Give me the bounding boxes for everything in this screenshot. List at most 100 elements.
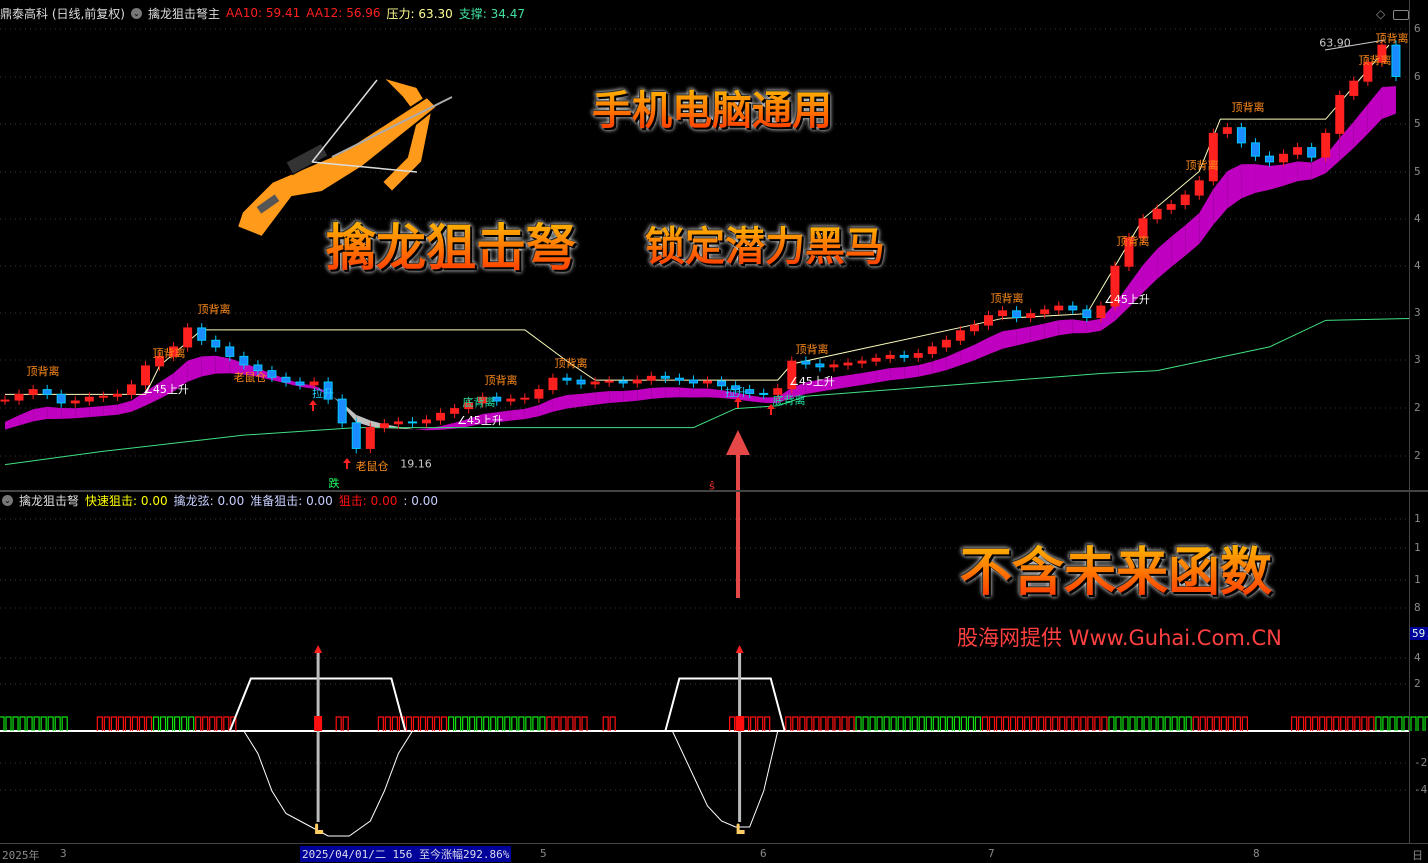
ma-ribbon — [1086, 318, 1101, 334]
signal-pulse — [757, 716, 771, 731]
candle-body — [337, 398, 347, 424]
price-tick: 4 — [1414, 259, 1421, 272]
signal-pulse — [1164, 716, 1178, 731]
time-axis: 2025年 3 2025/04/01/二 156 至今涨幅292.86% 5 6… — [0, 843, 1428, 863]
candle-body — [534, 389, 544, 399]
ma-ribbon — [1311, 155, 1326, 180]
top-divergence-label: 顶背离 — [197, 303, 231, 316]
ma-ribbon — [5, 415, 20, 430]
signal-pulse — [1136, 716, 1150, 731]
candle-body — [1363, 61, 1373, 82]
ma-ribbon — [482, 412, 497, 424]
ma-ribbon — [412, 428, 427, 431]
ma-ribbon — [1058, 319, 1073, 336]
indicator-name[interactable]: 擒龙狙击弩主 — [148, 6, 221, 21]
candle-body — [464, 402, 474, 410]
ma-ribbon — [1016, 326, 1031, 346]
hand-cursor-icon — [736, 823, 745, 834]
signal-pulse — [1417, 716, 1428, 731]
signal-pulse — [12, 716, 26, 731]
crossbow-logo — [235, 74, 453, 239]
signal-pulse — [602, 716, 616, 731]
price-tick: 5 — [1414, 165, 1421, 178]
candle-body — [646, 375, 656, 381]
bottom-divergence-label: 底背离 — [772, 394, 806, 407]
top-divergence-label: 顶背离 — [1358, 54, 1392, 67]
ma-ribbon — [1129, 264, 1144, 308]
candle-body — [1012, 310, 1022, 318]
candle-body — [1152, 208, 1162, 220]
signal-pulse — [799, 716, 813, 731]
ma-ribbon — [468, 414, 483, 427]
ma-ribbon — [1143, 248, 1158, 293]
up-arrow-icon — [343, 458, 351, 469]
candle-body — [998, 310, 1008, 317]
ma-ribbon — [1269, 164, 1284, 190]
indicator-chart[interactable] — [0, 0, 1428, 843]
candle-body — [703, 380, 712, 384]
candle-body — [520, 397, 530, 400]
sub-indicator-name[interactable]: 擒龙狙击弩 — [19, 494, 80, 508]
signal-pulse — [1305, 716, 1319, 731]
candle-body — [745, 389, 755, 394]
candle-body — [0, 399, 10, 402]
signal-pulse — [855, 716, 869, 731]
indicator-tick: 1 — [1414, 512, 1421, 525]
ma-ribbon — [581, 392, 596, 407]
panel-toggle-icon[interactable] — [1393, 9, 1410, 20]
signal-pulse — [1333, 716, 1347, 731]
signal-pulse — [1066, 716, 1080, 731]
dropdown-icon[interactable]: ⌄ — [2, 495, 13, 506]
period-button[interactable]: 日 — [1412, 849, 1423, 862]
ma-ribbon — [1381, 86, 1396, 120]
candle-body — [913, 353, 923, 358]
pull-up-label: 拉升 — [725, 386, 747, 399]
signal-pulse — [40, 716, 54, 731]
signal-pulse — [181, 716, 195, 731]
cursor-info: 2025/04/01/二 156 至今涨幅292.86% — [300, 846, 512, 862]
candle-body — [126, 384, 136, 395]
signal-pulse — [939, 716, 953, 731]
candle-body — [506, 398, 516, 402]
candle-body — [141, 365, 150, 386]
ma-ribbon — [567, 393, 582, 409]
signal-arrow-icon — [735, 645, 744, 653]
ma-ribbon — [876, 368, 891, 383]
fast-label: 快速狙击: — [85, 494, 138, 508]
candle-body — [393, 421, 403, 425]
candle-body — [1026, 313, 1036, 318]
ma-ribbon — [848, 372, 863, 388]
ma-ribbon — [637, 387, 652, 401]
signal-pulse — [1389, 716, 1403, 731]
ma-ribbon — [75, 407, 90, 419]
dropdown-icon[interactable]: ⌄ — [131, 7, 142, 19]
price-tick: 2 — [1414, 449, 1421, 462]
ma-ribbon — [679, 387, 694, 398]
ma-ribbon — [946, 350, 961, 371]
ma-ribbon — [173, 360, 188, 392]
signal-pulse — [813, 716, 827, 731]
top-divergence-label: 顶背离 — [484, 374, 518, 387]
ma-ribbon — [862, 370, 877, 385]
signal-pulse — [96, 716, 110, 731]
indicator-tick: 1 — [1414, 573, 1421, 586]
candle-body — [688, 379, 698, 384]
ma-ribbon — [1185, 213, 1200, 256]
diamond-icon[interactable]: ◇ — [1376, 7, 1386, 21]
top-divergence-label: 顶背离 — [1116, 235, 1150, 248]
up-arrow-icon — [309, 400, 317, 411]
indicator-tick: 2 — [1414, 677, 1421, 690]
signal-pulse — [1080, 716, 1094, 731]
candle-body — [98, 395, 108, 398]
candle-body — [1096, 305, 1106, 318]
price-chart[interactable] — [0, 0, 1428, 843]
panel-divider[interactable] — [0, 490, 1428, 492]
ma-ribbon — [595, 391, 610, 405]
month-label: 3 — [60, 847, 67, 860]
candle-body — [941, 339, 951, 348]
candle-body — [450, 408, 460, 414]
signal-pulse — [405, 716, 420, 731]
top-divergence-label: 顶背离 — [1185, 159, 1219, 172]
candle-body — [1377, 44, 1387, 63]
signal-pulse — [1347, 716, 1361, 731]
